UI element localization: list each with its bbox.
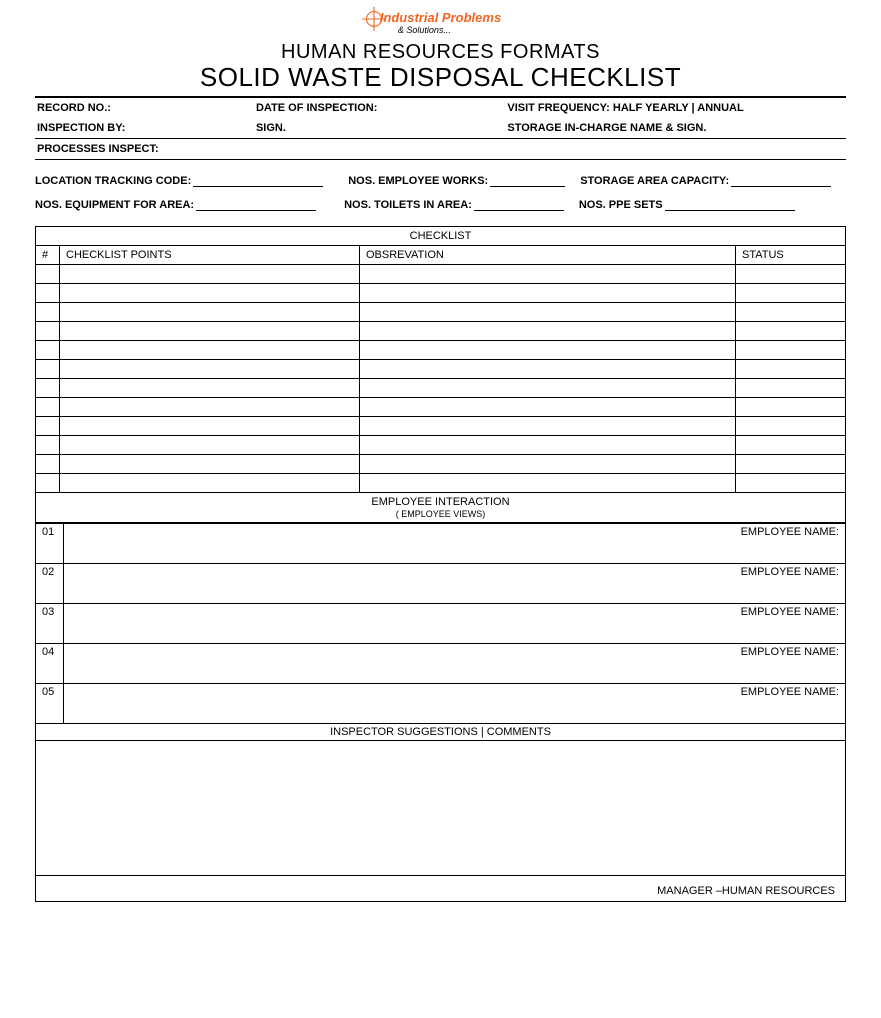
checklist-row [36,454,846,473]
field-processes-inspect: PROCESSES INSPECT: [35,138,846,159]
checklist-title: CHECKLIST [36,226,846,245]
label-nos-toilets: NOS. TOILETS IN AREA: [344,199,472,211]
label-nos-equipment: NOS. EQUIPMENT FOR AREA: [35,199,194,211]
footer-manager: MANAGER –HUMAN RESOURCES [36,875,846,901]
field-visit-frequency: VISIT FREQUENCY: HALF YEARLY | ANNUAL [505,97,846,118]
employee-row: 02EMPLOYEE NAME: [36,563,846,603]
checklist-row [36,473,846,492]
col-header-observation: OBSREVATION [360,245,736,264]
employee-row: 05EMPLOYEE NAME: [36,683,846,723]
logo-text-primary: Industrial Problems [380,10,501,25]
label-nos-employee: NOS. EMPLOYEE WORKS: [348,175,488,187]
fields-block: LOCATION TRACKING CODE: NOS. EMPLOYEE WO… [35,175,846,211]
logo-text-secondary: & Solutions... [398,25,501,35]
employee-row: 04EMPLOYEE NAME: [36,643,846,683]
checklist-row [36,435,846,454]
employee-name-label: EMPLOYEE NAME: [64,683,846,723]
checklist-row [36,321,846,340]
checklist-row [36,378,846,397]
emp-int-title: EMPLOYEE INTERACTION [36,493,845,509]
checklist-table: CHECKLIST # CHECKLIST POINTS OBSREVATION… [35,226,846,493]
col-header-status: STATUS [736,245,846,264]
employee-name-label: EMPLOYEE NAME: [64,643,846,683]
checklist-row [36,302,846,321]
field-sign: SIGN. [254,118,505,139]
emp-int-subtitle: ( EMPLOYEE VIEWS) [36,509,845,522]
field-storage-incharge: STORAGE IN-CHARGE NAME & SIGN. [505,118,846,139]
suggestions-title: INSPECTOR SUGGESTIONS | COMMENTS [36,723,846,740]
employee-name-label: EMPLOYEE NAME: [64,523,846,563]
employee-row: 01EMPLOYEE NAME: [36,523,846,563]
page-title-1: HUMAN RESOURCES FORMATS [35,41,846,63]
employee-row-num: 02 [36,563,64,603]
employee-table: 01EMPLOYEE NAME:02EMPLOYEE NAME:03EMPLOY… [35,523,846,902]
label-location-tracking: LOCATION TRACKING CODE: [35,175,191,187]
checklist-row [36,264,846,283]
field-record-no: RECORD NO.: [35,97,254,118]
page-title-2: SOLID WASTE DISPOSAL CHECKLIST [35,63,846,92]
employee-interaction-header: EMPLOYEE INTERACTION ( EMPLOYEE VIEWS) [35,493,846,523]
employee-row-num: 04 [36,643,64,683]
checklist-row [36,359,846,378]
employee-row-num: 01 [36,523,64,563]
blank-storage-capacity [731,175,831,187]
checklist-row [36,416,846,435]
label-storage-capacity: STORAGE AREA CAPACITY: [580,175,729,187]
logo-block: Industrial Problems & Solutions... [35,10,846,36]
employee-row-num: 03 [36,603,64,643]
employee-name-label: EMPLOYEE NAME: [64,563,846,603]
checklist-row [36,283,846,302]
label-nos-ppe: NOS. PPE SETS [579,199,663,211]
blank-nos-toilets [474,199,564,211]
field-date-inspection: DATE OF INSPECTION: [254,97,505,118]
employee-row-num: 05 [36,683,64,723]
blank-nos-employee [490,175,565,187]
checklist-row [36,340,846,359]
checklist-row [36,397,846,416]
col-header-num: # [36,245,60,264]
blank-nos-ppe [665,199,795,211]
col-header-points: CHECKLIST POINTS [60,245,360,264]
field-inspection-by: INSPECTION BY: [35,118,254,139]
blank-nos-equipment [196,199,316,211]
suggestions-box [36,740,846,875]
employee-name-label: EMPLOYEE NAME: [64,603,846,643]
blank-location-tracking [193,175,323,187]
crosshair-icon [360,5,388,33]
employee-row: 03EMPLOYEE NAME: [36,603,846,643]
header-table: RECORD NO.: DATE OF INSPECTION: VISIT FR… [35,96,846,160]
